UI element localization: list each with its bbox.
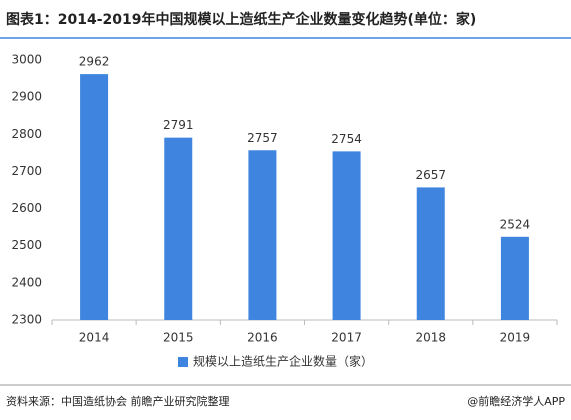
x-tick-label: 2014 bbox=[79, 331, 110, 345]
data-label: 2791 bbox=[163, 118, 194, 132]
bar bbox=[80, 74, 109, 320]
x-tick-label: 2018 bbox=[415, 331, 446, 345]
data-label: 2657 bbox=[415, 168, 446, 182]
legend-label: 规模以上造纸生产企业数量（家） bbox=[193, 354, 373, 369]
data-label: 2757 bbox=[247, 131, 278, 145]
credit: @前瞻经济学人APP bbox=[467, 394, 565, 408]
x-tick-label: 2017 bbox=[331, 331, 362, 345]
data-label: 2524 bbox=[500, 217, 531, 231]
y-tick-label: 2300 bbox=[11, 313, 42, 327]
x-tick-label: 2019 bbox=[500, 331, 531, 345]
y-tick-label: 3000 bbox=[11, 53, 42, 67]
bar bbox=[332, 151, 361, 320]
chart-title: 图表1：2014-2019年中国规模以上造纸生产企业数量变化趋势(单位：家) bbox=[6, 11, 476, 28]
y-tick-label: 2700 bbox=[11, 164, 42, 178]
bar bbox=[248, 150, 277, 320]
data-label: 2754 bbox=[331, 132, 362, 146]
bar bbox=[500, 236, 529, 320]
bar bbox=[164, 137, 193, 320]
y-tick-label: 2500 bbox=[11, 238, 42, 252]
y-tick-label: 2600 bbox=[11, 201, 42, 215]
x-tick-label: 2016 bbox=[247, 331, 278, 345]
bar bbox=[416, 187, 445, 320]
source-note: 资料来源：中国造纸协会 前瞻产业研究院整理 bbox=[6, 394, 230, 408]
y-tick-label: 2800 bbox=[11, 127, 42, 141]
legend-swatch bbox=[178, 357, 188, 367]
x-tick-label: 2015 bbox=[163, 331, 194, 345]
data-label: 2962 bbox=[79, 55, 110, 69]
y-tick-label: 2900 bbox=[11, 90, 42, 104]
y-tick-label: 2400 bbox=[11, 275, 42, 289]
